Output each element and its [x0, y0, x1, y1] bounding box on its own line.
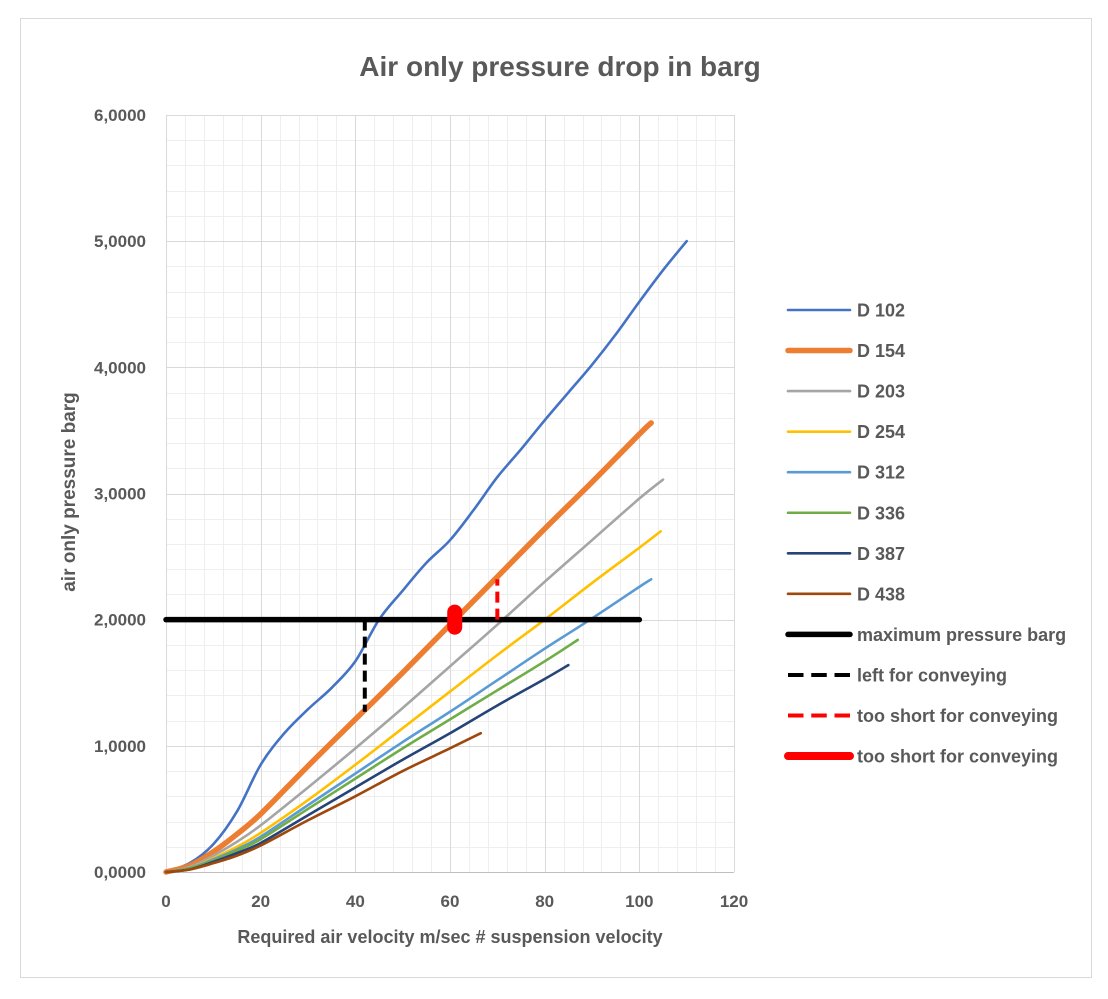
- legend-item-d-154: D 154: [785, 341, 905, 361]
- legend-item-d-254: D 254: [786, 422, 905, 442]
- x-tick-label: 20: [251, 892, 270, 911]
- legend-label: maximum pressure barg: [857, 625, 1066, 645]
- gridlines: [166, 115, 735, 873]
- legend-item-d-312: D 312: [786, 463, 905, 483]
- x-tick-label: 100: [625, 892, 653, 911]
- legend-label: left for conveying: [857, 665, 1007, 685]
- legend: D 102 D 154 D 203 D 254 D 312 D 336 D 387 D 438…: [784, 301, 1066, 767]
- y-tick-label: 1,0000: [94, 737, 146, 756]
- legend-item-d-387: D 387: [786, 544, 905, 564]
- legend-label: D 254: [857, 422, 905, 442]
- x-tick-label: 60: [441, 892, 460, 911]
- series-line-7-d-438: [164, 731, 483, 874]
- legend-label: too short for conveying: [857, 706, 1058, 726]
- x-tick-label: 40: [346, 892, 365, 911]
- legend-item-d-438: D 438: [786, 584, 905, 604]
- y-tick-label: 5,0000: [94, 232, 146, 251]
- legend-label: too short for conveying: [857, 747, 1058, 767]
- legend-item-d-203: D 203: [786, 382, 905, 402]
- series-line-1-d-154: [163, 420, 654, 875]
- series-line-2-d-203: [164, 478, 665, 874]
- chart-border: [20, 18, 1092, 978]
- legend-item-maximum-pressure-barg: maximum pressure barg: [785, 625, 1066, 645]
- series-layer: [163, 239, 688, 875]
- x-axis-label: Required air velocity m/sec # suspension…: [237, 927, 662, 947]
- x-tick-label: 80: [535, 892, 554, 911]
- legend-label: D 102: [857, 301, 905, 321]
- x-tick-label: 120: [720, 892, 748, 911]
- legend-item-d-102: D 102: [786, 301, 905, 321]
- legend-label: D 387: [857, 544, 905, 564]
- legend-item-too-short-for-conveying: too short for conveying: [788, 706, 1058, 726]
- chart-title: Air only pressure drop in barg: [359, 51, 760, 82]
- legend-item-left-for-conveying: left for conveying: [788, 665, 1007, 685]
- series-line-0-d-102: [164, 239, 688, 874]
- y-tick-label: 3,0000: [94, 485, 146, 504]
- tick-labels: 0 20 40 60 80 100 120 0,0000 1,0000 2,0000 3,0000 4…: [94, 106, 748, 911]
- y-tick-label: 2,0000: [94, 611, 146, 630]
- x-tick-label: 0: [161, 892, 170, 911]
- legend-label: D 336: [857, 503, 905, 523]
- y-tick-label: 4,0000: [94, 358, 146, 377]
- legend-label: D 312: [857, 463, 905, 483]
- legend-item-d-336: D 336: [786, 503, 905, 523]
- legend-label: D 438: [857, 584, 905, 604]
- y-axis-label: air only pressure barg: [59, 392, 80, 592]
- legend-item-too-short-for-conveying: too short for conveying: [784, 747, 1058, 767]
- y-tick-label: 6,0000: [94, 106, 146, 125]
- legend-label: D 203: [857, 382, 905, 402]
- legend-label: D 154: [857, 341, 905, 361]
- y-tick-label: 0,0000: [94, 863, 146, 882]
